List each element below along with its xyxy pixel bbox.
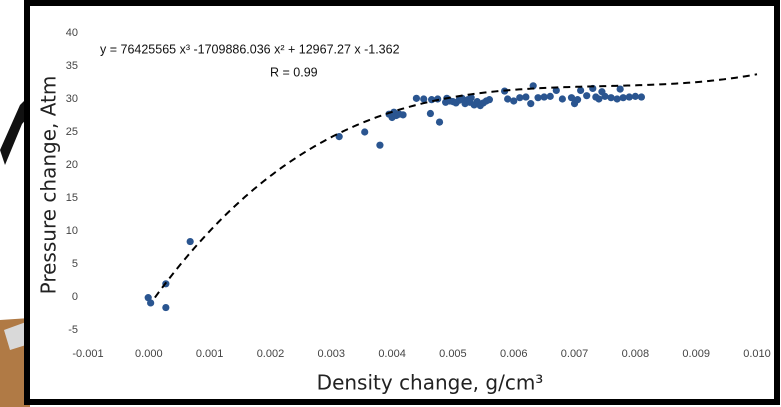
x-tick-label: 0.006 (500, 348, 528, 360)
point (546, 92, 554, 100)
point (637, 93, 646, 101)
x-tick-label: 0.009 (682, 348, 710, 360)
y-tick-label: 10 (66, 225, 78, 237)
point (558, 95, 566, 103)
point (616, 85, 624, 93)
point (567, 94, 576, 102)
frame (24, 0, 780, 405)
point (607, 94, 615, 102)
point (510, 97, 518, 105)
photo-detail (4, 322, 26, 350)
point (162, 303, 170, 312)
y-tick-label: 25 (66, 126, 78, 138)
x-tick-label: 0.008 (622, 348, 650, 360)
point (467, 94, 475, 102)
x-tick-label: -0.001 (72, 348, 103, 360)
point (376, 141, 384, 149)
point (147, 299, 155, 307)
x-tick-label: 0.000 (135, 348, 163, 360)
point (573, 96, 582, 104)
y-tick-label: 0 (72, 291, 78, 303)
point (361, 128, 369, 136)
point (619, 94, 627, 102)
point (420, 95, 428, 103)
point (583, 92, 591, 100)
point (601, 92, 609, 100)
point (522, 93, 530, 101)
point (186, 237, 194, 246)
x-tick-label: 0.002 (257, 348, 285, 360)
y-tick-label: 20 (66, 159, 78, 171)
point (426, 109, 435, 118)
point (595, 95, 603, 103)
point (625, 93, 633, 101)
y-tick-label: -5 (68, 324, 78, 336)
y-tick-label: 35 (66, 60, 78, 72)
arrow-fragment (0, 95, 30, 165)
x-tick-label: 0.010 (743, 348, 771, 360)
x-axis-title: Density change, g/cm³ (317, 371, 544, 395)
y-tick-label: 5 (72, 258, 78, 270)
x-tick-label: 0.003 (318, 348, 346, 360)
point (552, 86, 560, 95)
point (534, 94, 542, 102)
point (540, 93, 548, 101)
point (527, 100, 535, 108)
y-axis-title: Pressure change, Atm (37, 76, 61, 295)
y-tick-label: 40 (66, 27, 78, 39)
y-tick-label: 30 (66, 93, 78, 105)
point (428, 96, 436, 104)
x-tick-label: 0.007 (561, 348, 589, 360)
r-label: R = 0.99 (270, 65, 318, 79)
point (399, 111, 407, 119)
point (577, 86, 585, 95)
x-tick-label: 0.001 (196, 348, 224, 360)
point (485, 96, 493, 104)
point (335, 133, 343, 141)
point (412, 94, 421, 102)
point (504, 95, 512, 103)
point (516, 94, 524, 102)
trendline (154, 73, 758, 299)
point (435, 118, 444, 126)
y-tick-label: 15 (66, 192, 78, 204)
point (613, 95, 621, 103)
trendline-equation: y = 76425565 x³ -1709886.036 x² + 12967.… (100, 42, 400, 56)
x-tick-label: 0.004 (378, 348, 406, 360)
point (529, 82, 537, 90)
point (631, 92, 639, 100)
x-tick-label: 0.005 (439, 348, 467, 360)
